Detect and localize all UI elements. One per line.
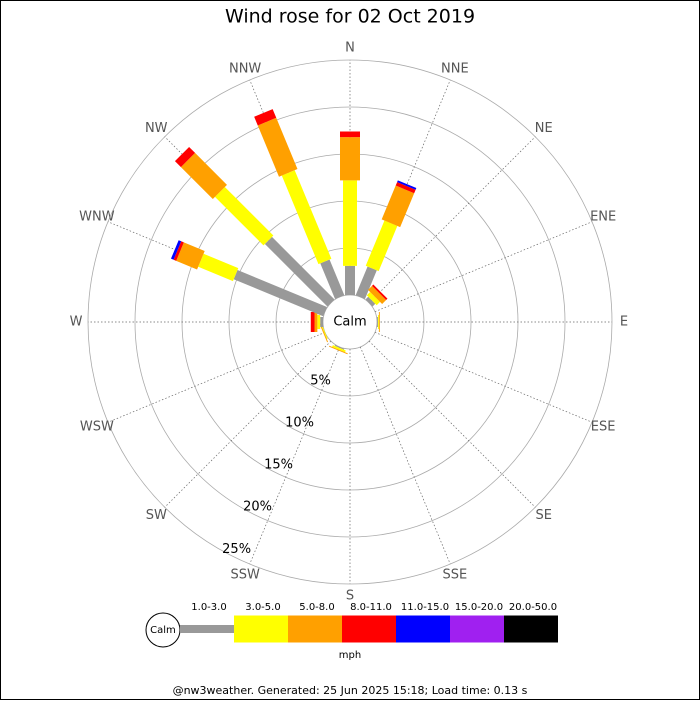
legend-label: 20.0-50.0 xyxy=(509,602,557,613)
wind-bar xyxy=(379,292,380,293)
legend-label: 11.0-15.0 xyxy=(401,602,449,613)
wind-bar xyxy=(182,154,188,160)
legend-label: 1.0-3.0 xyxy=(191,602,226,613)
wind-bar xyxy=(175,249,178,250)
ring-label: 25% xyxy=(222,542,251,557)
wind-bar xyxy=(369,300,372,303)
direction-label: SSW xyxy=(230,568,260,583)
wind-bar xyxy=(405,186,406,189)
wind-bar xyxy=(263,113,267,122)
legend-calm-label: Calm xyxy=(150,625,176,636)
legend-swatch xyxy=(180,625,234,633)
direction-label: NNW xyxy=(229,61,261,76)
legend-label: 5.0-8.0 xyxy=(299,602,334,613)
direction-label: NE xyxy=(535,121,553,136)
wind-bar xyxy=(406,184,407,186)
legend-swatch xyxy=(342,616,396,643)
direction-label: WSW xyxy=(80,419,114,434)
ring-label: 10% xyxy=(285,416,314,431)
legend-label: 3.0-5.0 xyxy=(245,602,280,613)
direction-label: SW xyxy=(146,508,167,523)
direction-label: E xyxy=(620,315,628,330)
direction-label: WNW xyxy=(79,210,115,225)
legend-label: 8.0-11.0 xyxy=(350,602,392,613)
wind-bar xyxy=(391,189,405,223)
calm-label: Calm xyxy=(333,315,366,330)
legend-label: 15.0-20.0 xyxy=(455,602,503,613)
footer: @nw3weather. Generated: 25 Jun 2025 15:1… xyxy=(173,684,528,697)
legend-swatch xyxy=(504,616,558,643)
ring-label: 15% xyxy=(264,458,293,473)
ring-label: 5% xyxy=(310,374,331,389)
direction-label: ENE xyxy=(590,210,616,225)
direction-label: ESE xyxy=(591,419,616,434)
units: mph xyxy=(339,650,361,661)
wind-bar xyxy=(180,252,201,261)
ring-label: 20% xyxy=(243,500,272,515)
direction-label: SSE xyxy=(442,568,467,583)
legend-swatch xyxy=(288,616,342,643)
legend-swatch xyxy=(450,616,504,643)
wind-bar xyxy=(372,297,375,300)
direction-label: NW xyxy=(145,121,168,136)
direction-label: N xyxy=(345,41,355,56)
wind-bar xyxy=(375,293,379,297)
wind-bar xyxy=(177,251,180,252)
wind-bar xyxy=(339,348,340,350)
legend-swatch xyxy=(234,616,288,643)
chart-title: Wind rose for 02 Oct 2019 xyxy=(225,6,475,28)
direction-label: SE xyxy=(536,508,552,523)
legend-swatch xyxy=(396,616,450,643)
direction-label: NNE xyxy=(441,61,469,76)
direction-label: W xyxy=(70,315,83,330)
